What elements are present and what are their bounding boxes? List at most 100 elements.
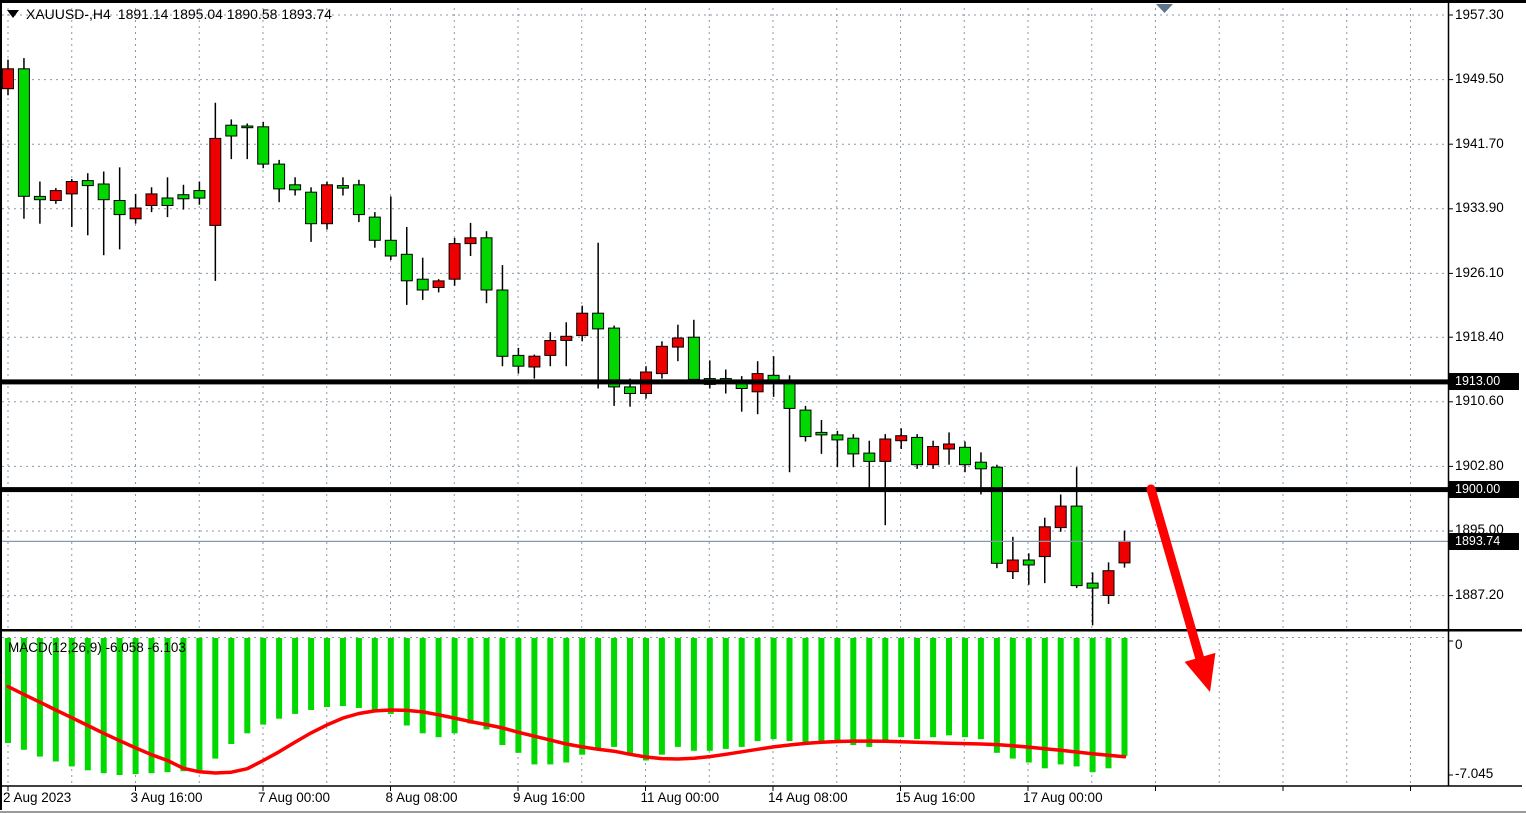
price-axis-label: 1918.40 [1455, 328, 1504, 344]
macd-histogram [5, 638, 1128, 775]
candle [384, 196, 397, 261]
candle [209, 102, 222, 281]
date-axis-label: 11 Aug 00:00 [640, 790, 720, 805]
candle [1070, 467, 1083, 589]
candle [799, 405, 812, 442]
candle [655, 341, 668, 379]
candle [368, 212, 381, 248]
candle [305, 187, 318, 242]
price-axis-label: 1933.90 [1455, 200, 1504, 216]
macd-axis-min-label: -7.045 [1455, 766, 1494, 781]
candle [480, 231, 493, 304]
candle [879, 434, 892, 526]
candle [1086, 572, 1099, 626]
candle [81, 173, 94, 236]
candle [767, 356, 780, 397]
current-price-marker: 1893.74 [1449, 532, 1519, 550]
candle [608, 325, 621, 406]
candle [544, 332, 557, 367]
candle [943, 432, 955, 465]
chart-title: XAUUSD-,H4 1891.14 1895.04 1890.58 1893.7… [7, 6, 332, 22]
date-axis-label: 8 Aug 08:00 [385, 790, 458, 805]
window-border-left [0, 0, 2, 810]
hline-price-marker: 1900.00 [1449, 481, 1519, 499]
candle [927, 440, 940, 469]
candle [1038, 517, 1051, 584]
candle [560, 322, 573, 367]
candle [273, 159, 286, 203]
candle [592, 242, 605, 389]
candle [321, 181, 333, 230]
price-axis-label: 1957.30 [1455, 6, 1504, 22]
date-axis-label: 2 Aug 2023 [3, 790, 72, 805]
shift-end-marker-icon[interactable] [1156, 4, 1173, 13]
candle [352, 179, 365, 223]
candle [831, 430, 844, 468]
price-gridlines [2, 14, 1453, 597]
price-axis-label: 1887.20 [1455, 587, 1504, 603]
date-axis-label: 15 Aug 16:00 [895, 790, 976, 805]
candle [783, 375, 796, 473]
candle [911, 434, 924, 469]
date-axis-label: 14 Aug 08:00 [768, 790, 848, 805]
candle [1022, 553, 1035, 585]
candle [145, 187, 158, 213]
macd-indicator-label: MACD(12,26,9) -6.058 -6.103 [8, 640, 186, 655]
candle [241, 123, 254, 160]
candle [576, 305, 589, 342]
candle [129, 193, 142, 224]
candle [113, 167, 126, 250]
symbol-collapse-icon[interactable] [7, 10, 19, 18]
date-axis-label: 9 Aug 16:00 [513, 790, 586, 805]
candle [193, 181, 206, 205]
candle [863, 440, 876, 488]
candle [687, 319, 700, 382]
candle [815, 420, 828, 454]
candle [1054, 494, 1067, 532]
candle [17, 58, 30, 219]
date-axis-label: 17 Aug 00:00 [1023, 790, 1103, 805]
candles-layer [2, 58, 1131, 626]
price-axis-label: 1902.80 [1455, 457, 1504, 473]
symbol-period-label: XAUUSD-,H4 [26, 6, 111, 22]
candle [751, 361, 764, 415]
date-axis-label: 7 Aug 00:00 [258, 790, 331, 805]
candle [496, 265, 509, 367]
trend-arrow[interactable] [1146, 484, 1216, 692]
hline-price-marker: 1913.00 [1449, 373, 1519, 391]
candle [1102, 562, 1115, 604]
price-axis-label: 1949.50 [1455, 71, 1504, 87]
candle [416, 257, 429, 300]
candle [847, 434, 860, 468]
candle [1006, 536, 1019, 579]
price-axis-label: 1926.10 [1455, 264, 1504, 280]
hline-1913.00[interactable] [0, 379, 1448, 385]
window-border-bottom [0, 811, 1526, 813]
window-border-top [0, 0, 1526, 3]
pane-separator[interactable] [0, 629, 1522, 632]
candle [400, 227, 413, 305]
candle [257, 121, 270, 169]
hline-1900.00[interactable] [0, 487, 1448, 493]
candle [671, 324, 684, 362]
candle [33, 181, 46, 224]
candle [65, 179, 78, 227]
candle [97, 171, 110, 256]
price-axis-label: 1910.60 [1455, 393, 1504, 409]
macd-signal-line [6, 684, 1127, 775]
candle [464, 222, 477, 256]
candle [336, 177, 349, 196]
candle [1118, 530, 1131, 568]
candle [289, 177, 302, 196]
candle [49, 188, 62, 204]
ohlc-values: 1891.14 1895.04 1890.58 1893.74 [117, 6, 332, 22]
candle [959, 441, 971, 473]
candle [177, 184, 190, 210]
price-axis-label: 1941.70 [1455, 135, 1504, 151]
candle [512, 347, 525, 374]
candle [225, 119, 238, 160]
candle [990, 464, 1003, 569]
date-axis-label: 3 Aug 16:00 [130, 790, 203, 805]
